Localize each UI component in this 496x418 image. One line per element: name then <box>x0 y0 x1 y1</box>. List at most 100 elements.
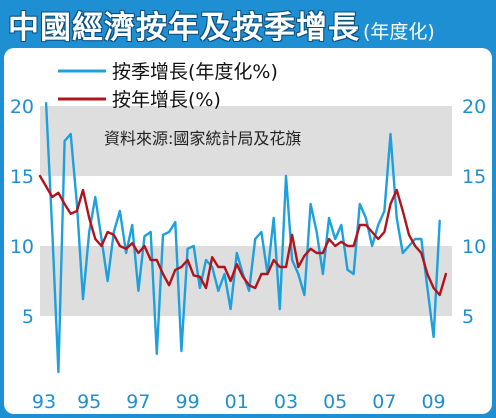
data-point <box>365 224 367 226</box>
data-point <box>340 224 342 226</box>
data-point <box>420 252 422 254</box>
data-point <box>377 224 379 226</box>
data-point <box>174 221 176 223</box>
series-qoq <box>44 101 441 374</box>
data-point <box>82 298 84 300</box>
data-point <box>408 245 410 247</box>
data-point <box>359 203 361 205</box>
data-point <box>57 192 59 194</box>
data-point <box>125 252 127 254</box>
data-point <box>137 252 139 254</box>
data-point <box>100 245 102 247</box>
data-point <box>309 203 311 205</box>
series-line-qoq <box>44 101 441 374</box>
data-point <box>186 259 188 261</box>
data-point <box>76 210 78 212</box>
data-point <box>236 252 238 254</box>
data-point <box>297 266 299 268</box>
data-point <box>328 238 330 240</box>
x-tick-label: 03 <box>274 391 298 413</box>
legend-label-qoq: 按季增長(年度化%) <box>112 61 278 83</box>
legend-label-yoy: 按年增長(%) <box>112 89 221 111</box>
y-axis-left: 20 15 10 5 <box>10 96 34 328</box>
x-tick-label: 01 <box>225 391 249 413</box>
data-point <box>303 255 305 257</box>
data-point <box>119 210 121 212</box>
y-tick-label-left: 15 <box>10 166 34 188</box>
data-point <box>439 220 441 222</box>
data-point <box>242 276 244 278</box>
data-point <box>57 371 59 373</box>
chart-title-main: 中國經濟按年及按季增長 <box>8 10 360 46</box>
data-point <box>285 175 287 177</box>
data-point <box>254 238 256 240</box>
data-point <box>426 273 428 275</box>
data-point <box>309 248 311 250</box>
data-point <box>334 245 336 247</box>
x-tick-label: 09 <box>421 391 445 413</box>
data-point <box>131 224 133 226</box>
data-point <box>273 259 275 261</box>
data-point <box>156 259 158 261</box>
data-point <box>205 259 207 261</box>
data-point <box>414 245 416 247</box>
data-point <box>39 175 41 177</box>
x-tick-label: 99 <box>175 391 199 413</box>
source-note: 資料來源:國家統計局及花旗 <box>104 129 301 148</box>
data-point <box>328 217 330 219</box>
data-point <box>162 234 164 236</box>
data-point <box>297 273 299 275</box>
data-point <box>125 248 127 250</box>
data-point <box>180 350 182 352</box>
data-point <box>396 217 398 219</box>
data-point <box>402 210 404 212</box>
data-point <box>174 269 176 271</box>
data-point <box>94 196 96 198</box>
data-point <box>82 189 84 191</box>
x-axis: 93 95 97 99 01 03 05 07 09 <box>32 391 446 413</box>
data-point <box>420 238 422 240</box>
data-point <box>193 274 195 276</box>
data-point <box>248 284 250 286</box>
data-point <box>346 245 348 247</box>
data-point <box>445 273 447 275</box>
data-point <box>45 102 47 104</box>
data-point <box>340 241 342 243</box>
data-point <box>236 263 238 265</box>
data-point <box>334 238 336 240</box>
series-yoy <box>38 174 448 297</box>
x-tick-label: 07 <box>372 391 396 413</box>
data-point <box>426 287 428 289</box>
series-line-yoy <box>38 174 448 297</box>
y-tick-label-right: 20 <box>462 96 486 118</box>
data-point <box>316 252 318 254</box>
data-point <box>156 353 158 355</box>
data-point <box>371 231 373 233</box>
data-point <box>199 276 201 278</box>
data-point <box>291 234 293 236</box>
data-point <box>88 231 90 233</box>
data-point <box>254 287 256 289</box>
data-point <box>266 273 268 275</box>
data-point <box>279 308 281 310</box>
data-point <box>389 203 391 205</box>
data-point <box>63 140 65 142</box>
data-point <box>131 242 133 244</box>
data-point <box>88 217 90 219</box>
data-point <box>273 217 275 219</box>
data-point <box>229 280 231 282</box>
data-point <box>229 308 231 310</box>
data-point <box>432 336 434 338</box>
data-point <box>217 290 219 292</box>
data-point <box>260 273 262 275</box>
data-point <box>63 203 65 205</box>
data-point <box>51 231 53 233</box>
data-point <box>150 259 152 261</box>
data-point <box>217 266 219 268</box>
data-point <box>402 252 404 254</box>
plot-series <box>38 101 448 374</box>
data-point <box>439 294 441 296</box>
chart-title-sub: (年度化) <box>363 21 435 43</box>
